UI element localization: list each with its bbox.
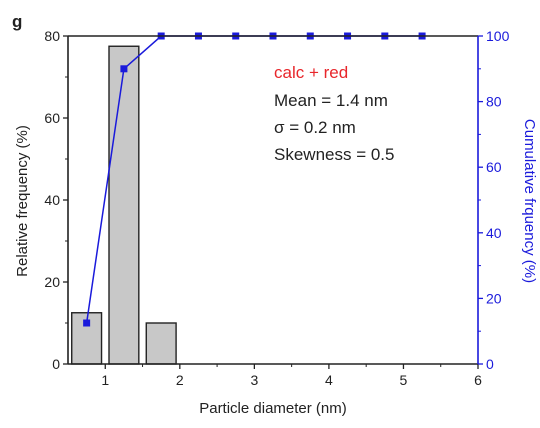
histogram-bar (108, 45, 140, 365)
y2-tick-label: 100 (486, 28, 510, 44)
annotation-skewness: Skewness = 0.5 (274, 145, 395, 164)
x-tick-label: 1 (101, 372, 109, 388)
y-axis-label: Relative frequency (%) (14, 125, 31, 277)
y2-axis-label: Cumulative frquency (%) (521, 119, 538, 283)
y2-tick-label: 60 (486, 159, 502, 175)
x-tick-label: 3 (250, 372, 258, 388)
x-axis-label: Particle diameter (nm) (199, 400, 347, 417)
cumulative-point (120, 65, 128, 73)
y2-tick-label: 80 (486, 94, 502, 110)
x-tick-label: 6 (474, 372, 482, 388)
x-tick-label: 4 (325, 372, 333, 388)
annotation-mean: Mean = 1.4 nm (274, 91, 388, 110)
annotation-sigma: σ = 0.2 nm (274, 118, 356, 137)
x-tick-label: 2 (176, 372, 184, 388)
cumulative-point (83, 319, 91, 327)
y-tick-label: 20 (44, 274, 60, 290)
y-tick-label: 80 (44, 28, 60, 44)
y2-tick-label: 40 (486, 225, 502, 241)
y-tick-label: 0 (52, 356, 60, 372)
histogram-bar (145, 322, 177, 365)
bars (71, 45, 177, 365)
annotation-title: calc + red (274, 63, 348, 82)
x-tick-label: 5 (400, 372, 408, 388)
y2-tick-label: 20 (486, 290, 502, 306)
y2-tick-label: 0 (486, 356, 494, 372)
y-tick-label: 40 (44, 192, 60, 208)
y-tick-label: 60 (44, 110, 60, 126)
panel-label: g (12, 12, 22, 31)
